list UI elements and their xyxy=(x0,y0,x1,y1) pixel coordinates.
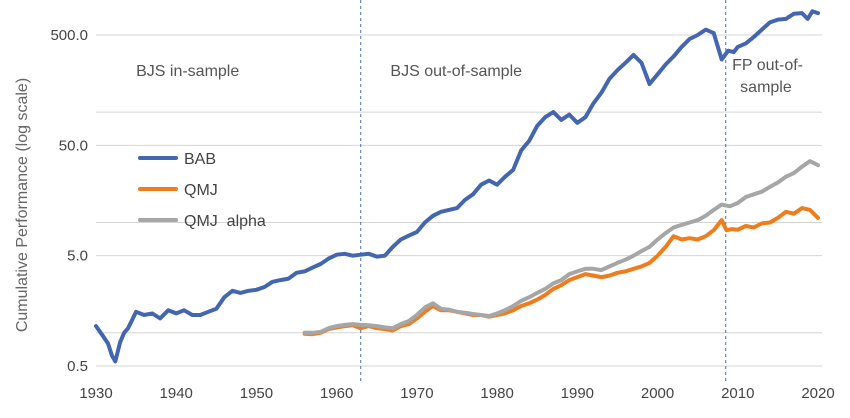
y-tick-label: 50.0 xyxy=(59,137,88,154)
x-tick-label: 1990 xyxy=(561,385,594,402)
x-tick-label: 1930 xyxy=(79,385,112,402)
series-line-2 xyxy=(302,159,820,335)
series-line-1 xyxy=(302,206,820,337)
legend-label: BAB xyxy=(184,151,216,168)
legend: BAB QMJ QMJ alpha xyxy=(138,151,266,230)
y-tick-label: 0.5 xyxy=(67,358,88,375)
x-tick-label: 1940 xyxy=(160,385,193,402)
period-annotation: FP out-of- xyxy=(732,57,803,74)
period-annotation: BJS in-sample xyxy=(136,63,239,80)
x-tick-label: 2020 xyxy=(801,385,834,402)
period-dividers xyxy=(360,0,727,382)
y-axis-label: Cumulative Performance (log scale) xyxy=(14,78,31,332)
y-tick-label: 500.0 xyxy=(50,27,88,44)
y-axis-ticks: 0.5 5.0 50.0 500.0 xyxy=(50,27,88,375)
series-line-0 xyxy=(94,9,820,364)
period-annotation: BJS out-of-sample xyxy=(390,63,522,80)
gridlines xyxy=(96,34,822,367)
x-axis-ticks: 1930 1940 1950 1960 1970 1980 1990 2000 2010 2020 xyxy=(79,385,834,402)
x-tick-label: 2010 xyxy=(721,385,754,402)
x-tick-label: 2000 xyxy=(641,385,674,402)
x-tick-label: 1950 xyxy=(240,385,273,402)
period-annotation: sample xyxy=(740,79,792,96)
x-tick-label: 1970 xyxy=(400,385,433,402)
x-tick-label: 1960 xyxy=(320,385,353,402)
legend-label: QMJ xyxy=(184,182,218,199)
legend-label: QMJ alpha xyxy=(184,213,266,230)
y-tick-label: 5.0 xyxy=(67,248,88,265)
period-annotations: BJS in-sample BJS out-of-sample FP out-of-… xyxy=(136,57,803,96)
x-tick-label: 1980 xyxy=(480,385,513,402)
series-lines xyxy=(94,9,820,364)
